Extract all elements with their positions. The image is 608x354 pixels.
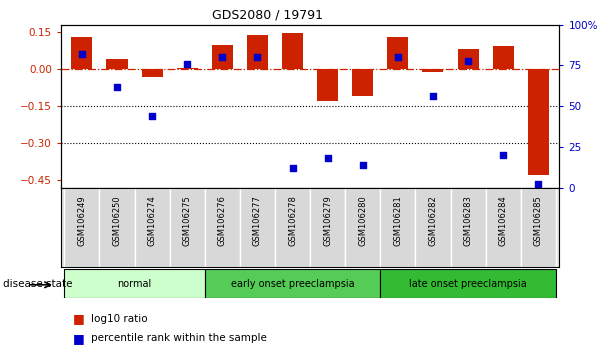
Text: GSM106285: GSM106285 bbox=[534, 195, 543, 246]
Bar bbox=[380, 188, 415, 267]
Text: percentile rank within the sample: percentile rank within the sample bbox=[91, 333, 267, 343]
Bar bbox=[177, 68, 198, 69]
Bar bbox=[100, 188, 134, 267]
Point bbox=[288, 165, 297, 171]
Text: GSM106276: GSM106276 bbox=[218, 195, 227, 246]
Bar bbox=[451, 188, 486, 267]
Point bbox=[463, 58, 473, 63]
Text: GDS2080 / 19791: GDS2080 / 19791 bbox=[212, 9, 323, 22]
Text: GSM106284: GSM106284 bbox=[499, 195, 508, 246]
Text: GSM106281: GSM106281 bbox=[393, 195, 402, 246]
Point bbox=[533, 182, 543, 187]
Text: ■: ■ bbox=[73, 312, 85, 325]
Text: GSM106279: GSM106279 bbox=[323, 195, 332, 246]
Text: log10 ratio: log10 ratio bbox=[91, 314, 148, 324]
Text: GSM106278: GSM106278 bbox=[288, 195, 297, 246]
Bar bbox=[423, 69, 443, 72]
Point bbox=[252, 55, 262, 60]
Bar bbox=[458, 50, 478, 69]
Text: GSM106283: GSM106283 bbox=[463, 195, 472, 246]
Text: GSM106249: GSM106249 bbox=[77, 195, 86, 246]
Text: late onset preeclampsia: late onset preeclampsia bbox=[409, 279, 527, 289]
Point bbox=[428, 93, 438, 99]
Point bbox=[358, 162, 368, 168]
Bar bbox=[520, 188, 556, 267]
Bar bbox=[528, 69, 549, 175]
Bar bbox=[380, 269, 556, 298]
Point bbox=[499, 152, 508, 158]
Text: early onset preeclampsia: early onset preeclampsia bbox=[230, 279, 354, 289]
Bar bbox=[64, 188, 100, 267]
Text: GSM106280: GSM106280 bbox=[358, 195, 367, 246]
Bar bbox=[205, 188, 240, 267]
Point bbox=[218, 55, 227, 60]
Bar bbox=[247, 35, 268, 69]
Bar bbox=[106, 59, 128, 69]
Bar bbox=[275, 188, 310, 267]
Bar bbox=[345, 188, 380, 267]
Bar bbox=[64, 269, 205, 298]
Bar bbox=[317, 69, 338, 101]
Bar bbox=[352, 69, 373, 96]
Bar bbox=[240, 188, 275, 267]
Text: GSM106250: GSM106250 bbox=[112, 195, 122, 246]
Text: disease state: disease state bbox=[3, 279, 72, 289]
Text: GSM106277: GSM106277 bbox=[253, 195, 262, 246]
Text: GSM106275: GSM106275 bbox=[182, 195, 192, 246]
Point bbox=[393, 55, 402, 60]
Point bbox=[77, 51, 87, 57]
Bar bbox=[492, 46, 514, 69]
Bar bbox=[134, 188, 170, 267]
Bar bbox=[205, 269, 380, 298]
Bar bbox=[212, 45, 233, 69]
Text: GSM106274: GSM106274 bbox=[148, 195, 157, 246]
Point bbox=[182, 61, 192, 67]
Bar bbox=[170, 188, 205, 267]
Bar bbox=[71, 37, 92, 69]
Text: GSM106282: GSM106282 bbox=[429, 195, 438, 246]
Bar bbox=[387, 37, 409, 69]
Bar bbox=[142, 69, 162, 76]
Bar bbox=[282, 33, 303, 69]
Bar bbox=[486, 188, 520, 267]
Bar bbox=[310, 188, 345, 267]
Point bbox=[323, 155, 333, 161]
Text: ■: ■ bbox=[73, 332, 85, 344]
Text: normal: normal bbox=[117, 279, 151, 289]
Point bbox=[112, 84, 122, 90]
Point bbox=[147, 113, 157, 119]
Bar bbox=[415, 188, 451, 267]
